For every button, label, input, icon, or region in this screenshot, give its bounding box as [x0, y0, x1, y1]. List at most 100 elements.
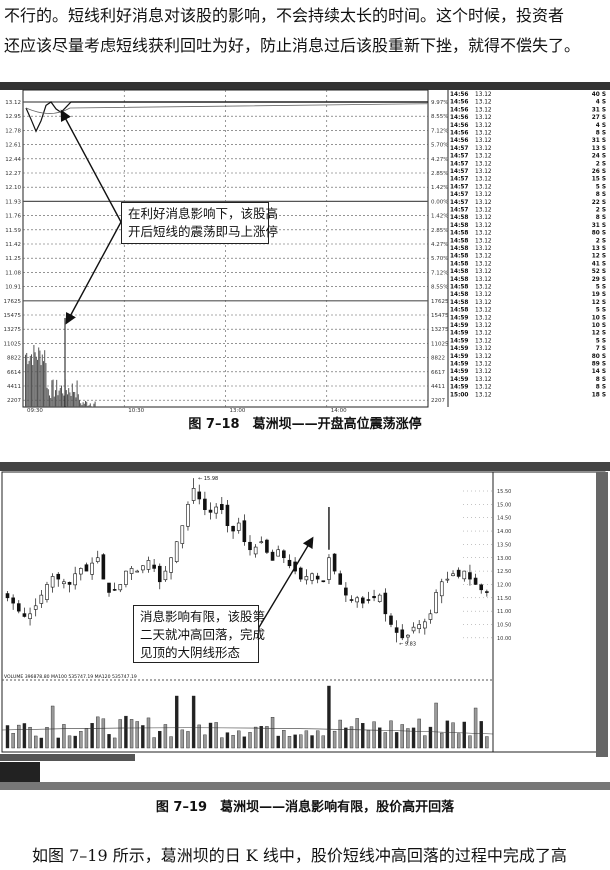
trade-time: 14:56 [450, 100, 468, 106]
price-tick-label: 13275 [4, 327, 22, 333]
time-tick-label: 14:00 [331, 408, 347, 412]
trade-price: 13.12 [475, 246, 492, 252]
volume-bar [389, 720, 393, 749]
candle-body [67, 582, 72, 585]
trade-volume: 89 S [592, 362, 606, 368]
trade-time: 14:56 [450, 131, 468, 137]
candle-body [248, 541, 252, 551]
trade-time: 14:59 [450, 377, 468, 383]
volume-bar [62, 724, 66, 749]
volume-bar [73, 735, 77, 749]
pct-tick-label: 8.55% [431, 114, 448, 120]
plot-frame [1, 471, 606, 753]
trade-volume: 29 S [592, 277, 606, 283]
volume-bar [79, 399, 80, 407]
trade-price: 13.12 [475, 138, 492, 144]
volume-bar [112, 737, 117, 749]
candle-body [39, 594, 44, 604]
candle-body [236, 522, 241, 531]
trade-price: 13.12 [475, 115, 492, 121]
volume-bar [67, 735, 72, 749]
figure-caption: 图 7–18 葛洲坝——开盘高位震荡涨停 [188, 417, 422, 432]
price-tick-label: 4411 [7, 384, 21, 390]
candle-body [220, 504, 224, 510]
trade-price: 13.12 [475, 254, 492, 260]
candle-body [186, 504, 190, 527]
window-titlebar [0, 82, 610, 90]
pct-tick-label: 5.70% [431, 256, 448, 262]
trade-time: 14:58 [450, 277, 468, 283]
trade-volume: 52 S [592, 269, 606, 275]
trade-volume: 14 S [592, 369, 606, 375]
volume-bar [75, 397, 77, 407]
candle-body [242, 520, 247, 543]
candle-body [101, 554, 106, 580]
volume-bar [59, 387, 61, 407]
volume-bar [383, 732, 388, 749]
trade-volume: 26 S [592, 169, 606, 175]
volume-bar [394, 732, 399, 749]
volume-bar [31, 354, 32, 407]
pct-tick-label: 0.00% [431, 199, 448, 205]
price-tick-label: 11025 [4, 341, 22, 347]
volume-bar [366, 729, 371, 749]
trade-volume: 7 S [596, 346, 606, 352]
candle-body [84, 564, 89, 572]
trade-price: 13.12 [475, 238, 492, 244]
volume-bar [434, 702, 438, 749]
volume-bar [79, 731, 83, 749]
trade-time: 14:56 [450, 115, 468, 121]
candle-body [315, 575, 320, 580]
volume-bar [62, 393, 64, 407]
trade-time: 14:58 [450, 215, 468, 221]
candle-body [45, 584, 49, 600]
trade-volume: 2 S [596, 238, 606, 244]
trade-price: 13.12 [475, 261, 492, 267]
trade-time: 14:59 [450, 346, 468, 352]
price-tick-label: 11.00 [497, 609, 511, 615]
trade-time: 14:58 [450, 261, 468, 267]
trade-time: 14:57 [450, 161, 468, 167]
volume-bar [169, 736, 173, 749]
volume-bar [141, 725, 145, 749]
volume-bar [94, 401, 96, 407]
trade-time: 14:58 [450, 285, 468, 291]
candle-body [332, 553, 337, 572]
daily-kline-chart-figure: 15.50 15.00 14.50 14.00 13.50 13.00 12.50 12.00… [0, 462, 610, 790]
candle-body [473, 577, 478, 585]
trade-volume: 12 S [592, 254, 606, 260]
callout-text: 二天就冲高回落，完成 [140, 627, 266, 642]
volume-bar [27, 364, 29, 407]
candle-body [383, 592, 388, 615]
volume-bar [90, 723, 94, 749]
volume-bar [32, 365, 34, 407]
candle-body [400, 629, 405, 639]
volume-bar [76, 380, 78, 407]
volume-bar [67, 394, 68, 407]
volume-bar [41, 354, 43, 407]
volume-bar [361, 723, 365, 749]
trade-price: 13.12 [475, 100, 492, 106]
volume-bar [310, 735, 314, 749]
candle-body [451, 573, 455, 577]
candle-body [129, 568, 134, 574]
candle-body [56, 573, 61, 580]
trade-volume: 2 S [596, 161, 606, 167]
volume-bar [88, 405, 90, 407]
candle-body [163, 570, 168, 581]
volume-bar [203, 734, 207, 749]
trade-time: 14:56 [450, 138, 468, 144]
candle-body [304, 576, 309, 581]
volume-bar [468, 735, 472, 749]
candle-body [344, 587, 348, 596]
trade-time: 14:59 [450, 338, 468, 344]
volume-bar [355, 718, 359, 749]
trade-volume: 80 S [592, 231, 606, 237]
trade-time: 14:57 [450, 146, 468, 152]
pct-tick-label: 7.12% [431, 270, 448, 276]
high-label: ← 15.98 [198, 476, 218, 482]
low-label: ← 9.83 [399, 641, 416, 647]
candle-body [423, 621, 427, 629]
trade-volume: 13 S [592, 246, 606, 252]
candle-body [169, 557, 173, 573]
